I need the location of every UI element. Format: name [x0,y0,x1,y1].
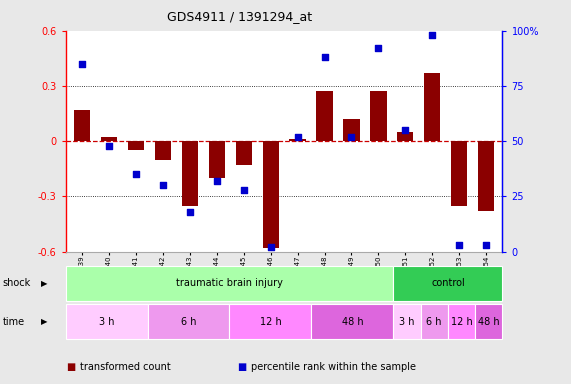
Text: GDS4911 / 1391294_at: GDS4911 / 1391294_at [167,10,312,23]
Bar [66,304,147,339]
Text: ■: ■ [66,362,75,372]
Bar [208,141,225,178]
Text: 12 h: 12 h [451,316,472,327]
Bar [147,304,230,339]
Text: 3 h: 3 h [399,316,415,327]
Point [212,178,221,184]
Point [374,45,383,51]
Bar [66,266,393,301]
Bar [155,141,171,159]
Text: control: control [431,278,465,288]
Bar [421,304,448,339]
Point [455,242,464,248]
Bar [235,141,252,165]
Bar [393,266,502,301]
Text: ▶: ▶ [41,317,47,326]
Text: 48 h: 48 h [478,316,500,327]
Bar [448,304,475,339]
Bar [393,304,421,339]
Bar [182,141,198,205]
Point [77,61,86,67]
Point [347,134,356,140]
Bar [128,141,144,150]
Point [185,209,194,215]
Point [320,54,329,60]
Point [158,182,167,189]
Text: 6 h: 6 h [427,316,442,327]
Bar [397,132,413,141]
Text: transformed count: transformed count [80,362,171,372]
Bar [311,304,393,339]
Bar [289,139,305,141]
Text: 48 h: 48 h [341,316,363,327]
Text: time: time [3,316,25,327]
Bar [424,73,440,141]
Text: 3 h: 3 h [99,316,114,327]
Bar [371,91,387,141]
Point [239,187,248,193]
Bar [100,137,117,141]
Point [131,171,140,177]
Bar [475,304,502,339]
Bar [343,119,360,141]
Bar [316,91,332,141]
Text: shock: shock [3,278,31,288]
Bar [478,141,494,211]
Point [104,142,114,149]
Bar [230,304,311,339]
Point [266,244,275,250]
Text: ■: ■ [237,362,246,372]
Text: 6 h: 6 h [181,316,196,327]
Text: percentile rank within the sample: percentile rank within the sample [251,362,416,372]
Text: 12 h: 12 h [260,316,282,327]
Text: ▶: ▶ [41,279,47,288]
Point [428,32,437,38]
Point [401,127,410,133]
Bar [451,141,468,205]
Bar [263,141,279,248]
Bar [74,110,90,141]
Point [293,134,302,140]
Point [482,242,491,248]
Text: traumatic brain injury: traumatic brain injury [176,278,283,288]
